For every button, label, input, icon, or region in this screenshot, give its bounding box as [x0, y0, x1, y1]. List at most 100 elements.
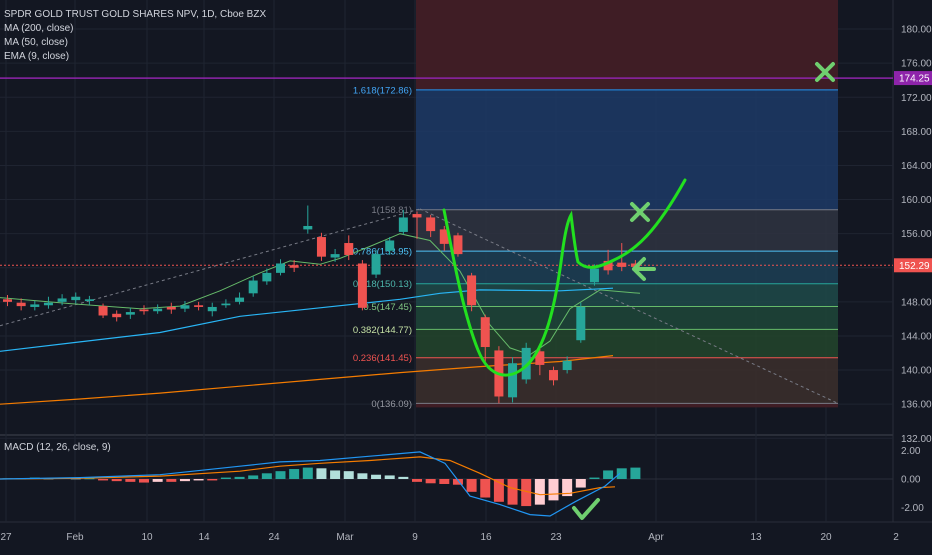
time-axis-tick: 23 [550, 532, 562, 543]
arrow-left-icon [632, 257, 656, 281]
candle-body [194, 305, 204, 307]
time-axis-tick: Apr [648, 532, 664, 543]
fib-level-label: 0.236(141.45) [353, 353, 412, 364]
macd-title[interactable]: MACD (12, 26, close, 9) [4, 442, 111, 453]
symbol-title[interactable]: SPDR GOLD TRUST GOLD SHARES NPV, 1D, Cbo… [4, 9, 267, 20]
macd-histogram-bar [207, 479, 218, 481]
fib-level-label: 0.5(147.45) [363, 302, 412, 313]
macd-histogram-bar [316, 468, 327, 479]
fib-level-label: 0.786(153.95) [353, 247, 412, 258]
macd-axis-tick: -2.00 [901, 503, 924, 514]
macd-histogram-bar [343, 471, 354, 479]
macd-histogram-bar [493, 479, 504, 502]
candle-body [139, 309, 149, 312]
price-label-current [894, 258, 932, 273]
candle-body [453, 235, 463, 255]
macd-histogram-bar [248, 475, 259, 479]
candle-body [603, 260, 613, 271]
candle-body [289, 265, 299, 268]
price-axis-tick: 160.00 [901, 195, 932, 206]
price-axis-tick: 136.00 [901, 400, 932, 411]
price-axis-tick: 172.00 [901, 93, 932, 104]
macd-histogram-bar [439, 479, 450, 484]
candle-body [426, 217, 436, 232]
macd-histogram-bar [152, 479, 163, 482]
candle-body [30, 304, 40, 307]
candle-body [221, 303, 231, 306]
time-axis-tick: Mar [336, 532, 354, 543]
time-axis-tick: 27 [0, 532, 12, 543]
price-axis-tick: 132.00 [901, 434, 932, 445]
macd-histogram-bar [84, 478, 95, 480]
macd-histogram-bar [562, 479, 573, 497]
macd-histogram-bar [357, 473, 368, 479]
candle-body [371, 254, 381, 275]
price-axis-tick: 180.00 [901, 25, 932, 36]
fib-zone [416, 89, 838, 210]
ma200-line [0, 355, 614, 405]
price-axis-tick: 140.00 [901, 366, 932, 377]
macd-histogram-bar [630, 467, 641, 479]
macd-histogram-bar [98, 479, 109, 481]
fib-zone [416, 357, 838, 404]
macd-histogram-bar [534, 479, 545, 505]
macd-histogram-bar [412, 479, 422, 482]
candle-body [330, 254, 340, 258]
candle-body [549, 370, 558, 381]
price-label-current-text: 152.29 [899, 261, 930, 272]
trend-line [0, 208, 421, 327]
macd-histogram-bar [521, 479, 532, 507]
indicator-ma200[interactable]: MA (200, close) [4, 23, 74, 34]
macd-line [0, 451, 621, 517]
candle-body [125, 312, 135, 315]
candle-body [166, 306, 176, 310]
macd-histogram-bar [275, 471, 286, 479]
candle-body [589, 268, 599, 283]
candle-body [3, 299, 12, 302]
candle-body [262, 272, 272, 282]
macd-signal-line [0, 456, 616, 496]
time-axis-tick: 24 [268, 532, 280, 543]
fib-level-label: 1.618(172.86) [353, 85, 412, 96]
candle-body [98, 306, 108, 316]
candle-body [467, 275, 477, 306]
candle-body [71, 296, 81, 301]
fib-zone [416, 251, 838, 284]
macd-histogram-bar [398, 476, 409, 479]
macd-histogram-bar [384, 475, 395, 479]
time-axis-tick: 10 [141, 532, 153, 543]
time-axis-tick: 13 [750, 532, 762, 543]
macd-histogram-bar [575, 479, 586, 488]
candle-body [521, 347, 531, 380]
time-axis-tick: 2 [893, 532, 899, 543]
macd-histogram-bar [480, 479, 491, 498]
candle-body [57, 298, 67, 302]
cup-handle-drawing [442, 178, 687, 377]
macd-histogram-bar [179, 479, 190, 482]
candle-body [480, 317, 490, 348]
macd-axis-tick: 0.00 [901, 475, 921, 486]
candle-body [153, 308, 163, 312]
price-label-top [894, 71, 932, 86]
indicator-ema9[interactable]: EMA (9, close) [4, 51, 70, 62]
time-axis-tick: 16 [480, 532, 492, 543]
candle-body [617, 262, 627, 267]
macd-histogram-bar [289, 469, 300, 479]
candle-body [412, 214, 422, 218]
time-axis-tick: 14 [198, 532, 210, 543]
candle-body [248, 280, 258, 294]
time-axis-tick: 9 [412, 532, 418, 543]
macd-histogram-bar [234, 476, 245, 479]
candle-body [235, 297, 245, 302]
candle-body [344, 243, 354, 255]
fib-zone [416, 306, 838, 330]
candle-body [316, 237, 326, 257]
price-axis-tick: 164.00 [901, 161, 932, 172]
candle-body [576, 306, 586, 341]
indicator-ma50[interactable]: MA (50, close) [4, 37, 68, 48]
candle-body [276, 263, 285, 273]
price-axis-tick: 176.00 [901, 59, 932, 70]
macd-histogram-bar [261, 473, 272, 479]
